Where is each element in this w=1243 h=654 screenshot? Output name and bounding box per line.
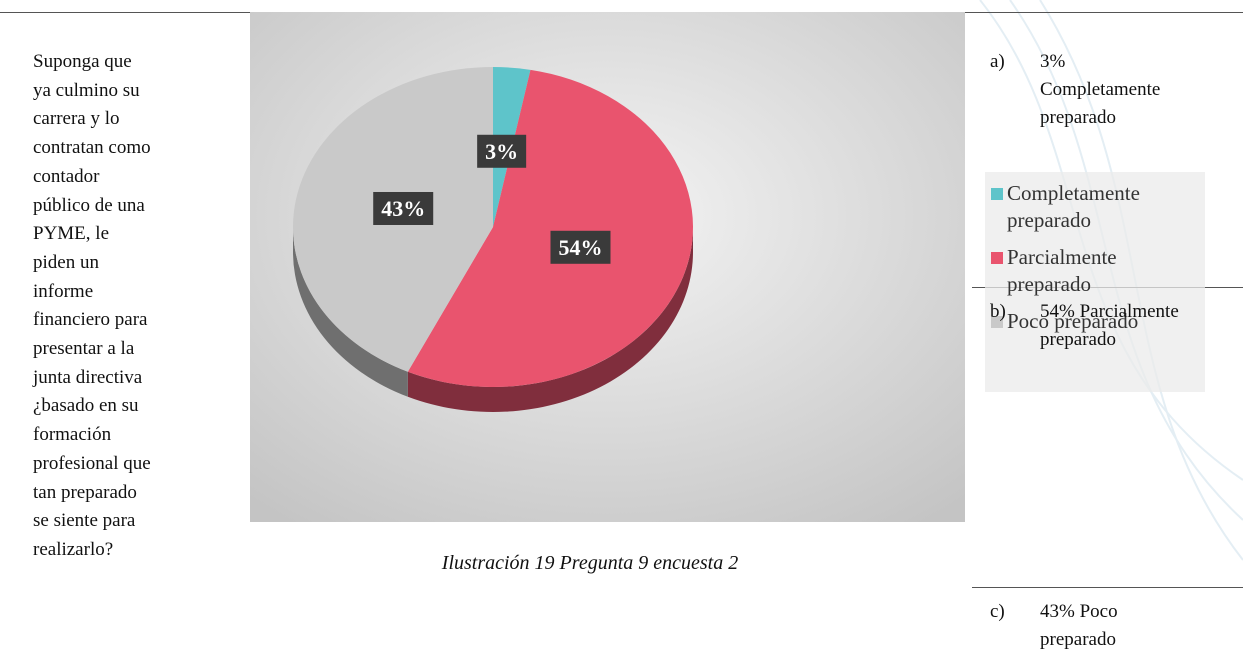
legend-item: Poco preparado xyxy=(991,308,1199,335)
question-line: financiero para xyxy=(33,309,148,331)
data-label-box xyxy=(373,191,434,225)
question-line: se siente para xyxy=(33,510,136,532)
question-line: presentar a la xyxy=(33,338,135,360)
legend-label: Completamente preparado xyxy=(1007,181,1140,232)
data-label-box xyxy=(477,134,527,168)
data-label: 54% xyxy=(550,230,611,264)
question-line: piden un xyxy=(33,251,99,273)
question-line: profesional que xyxy=(33,452,151,474)
data-label-text: 54% xyxy=(558,235,602,260)
legend-swatch xyxy=(991,252,1003,264)
data-label-text: 43% xyxy=(381,196,425,221)
legend-swatch xyxy=(991,316,1003,328)
question-line: tan preparado xyxy=(33,481,137,503)
data-label: 3% xyxy=(477,134,527,168)
data-label-text: 3% xyxy=(485,139,518,164)
question-line: carrera y lo xyxy=(33,108,120,130)
legend-swatch xyxy=(991,188,1003,200)
option-text: 3% Completamente preparado xyxy=(1040,51,1161,128)
option-rule xyxy=(972,587,1243,588)
question-line: junta directiva xyxy=(33,366,143,388)
chart-area: 3% 54% 43% Completamente preparado Parcialm… xyxy=(250,12,1205,522)
slice-side xyxy=(293,227,408,397)
option: a) 3% Completamente preparado xyxy=(990,48,1190,132)
question-line: contratan como xyxy=(33,137,151,159)
option: c) 43% Poco preparado xyxy=(990,598,1190,654)
legend-label: Parcialmente preparado xyxy=(1007,245,1117,296)
slice xyxy=(407,69,693,388)
question-line: ya culmino su xyxy=(33,79,140,101)
question-line: ¿basado en su xyxy=(33,395,139,417)
option-letter: b) xyxy=(990,301,1006,322)
option-letter: a) xyxy=(990,51,1005,72)
option-letter: c) xyxy=(990,601,1005,622)
data-label-box xyxy=(550,230,611,264)
legend: Completamente preparado Parcialmente prep… xyxy=(985,172,1205,392)
question-line: público de una xyxy=(33,194,145,216)
question-line: informe xyxy=(33,280,94,302)
question: Suponga que ya culmino su carrera y lo cont… xyxy=(33,48,151,565)
question-line: formación xyxy=(33,424,112,446)
option-text: 54% Parcialmente preparado xyxy=(1040,301,1179,350)
legend-item: Completamente preparado xyxy=(991,180,1199,234)
slice-side xyxy=(407,227,693,413)
chart: 3% 54% 43% xyxy=(250,12,965,522)
legend-item: Parcialmente preparado xyxy=(991,244,1199,298)
option-text: 43% Poco preparado xyxy=(1040,601,1118,650)
question-line: Suponga que xyxy=(33,51,132,72)
question-line: contador xyxy=(33,165,100,187)
data-label: 43% xyxy=(373,191,434,225)
question-line: realizarlo? xyxy=(33,538,114,560)
question-line: PYME, le xyxy=(33,223,109,245)
caption: Ilustración 19 Pregunta 9 encuesta 2 xyxy=(441,552,739,574)
legend-label: Poco preparado xyxy=(1007,309,1139,333)
option: b) 54% Parcialmente preparado xyxy=(990,298,1190,354)
